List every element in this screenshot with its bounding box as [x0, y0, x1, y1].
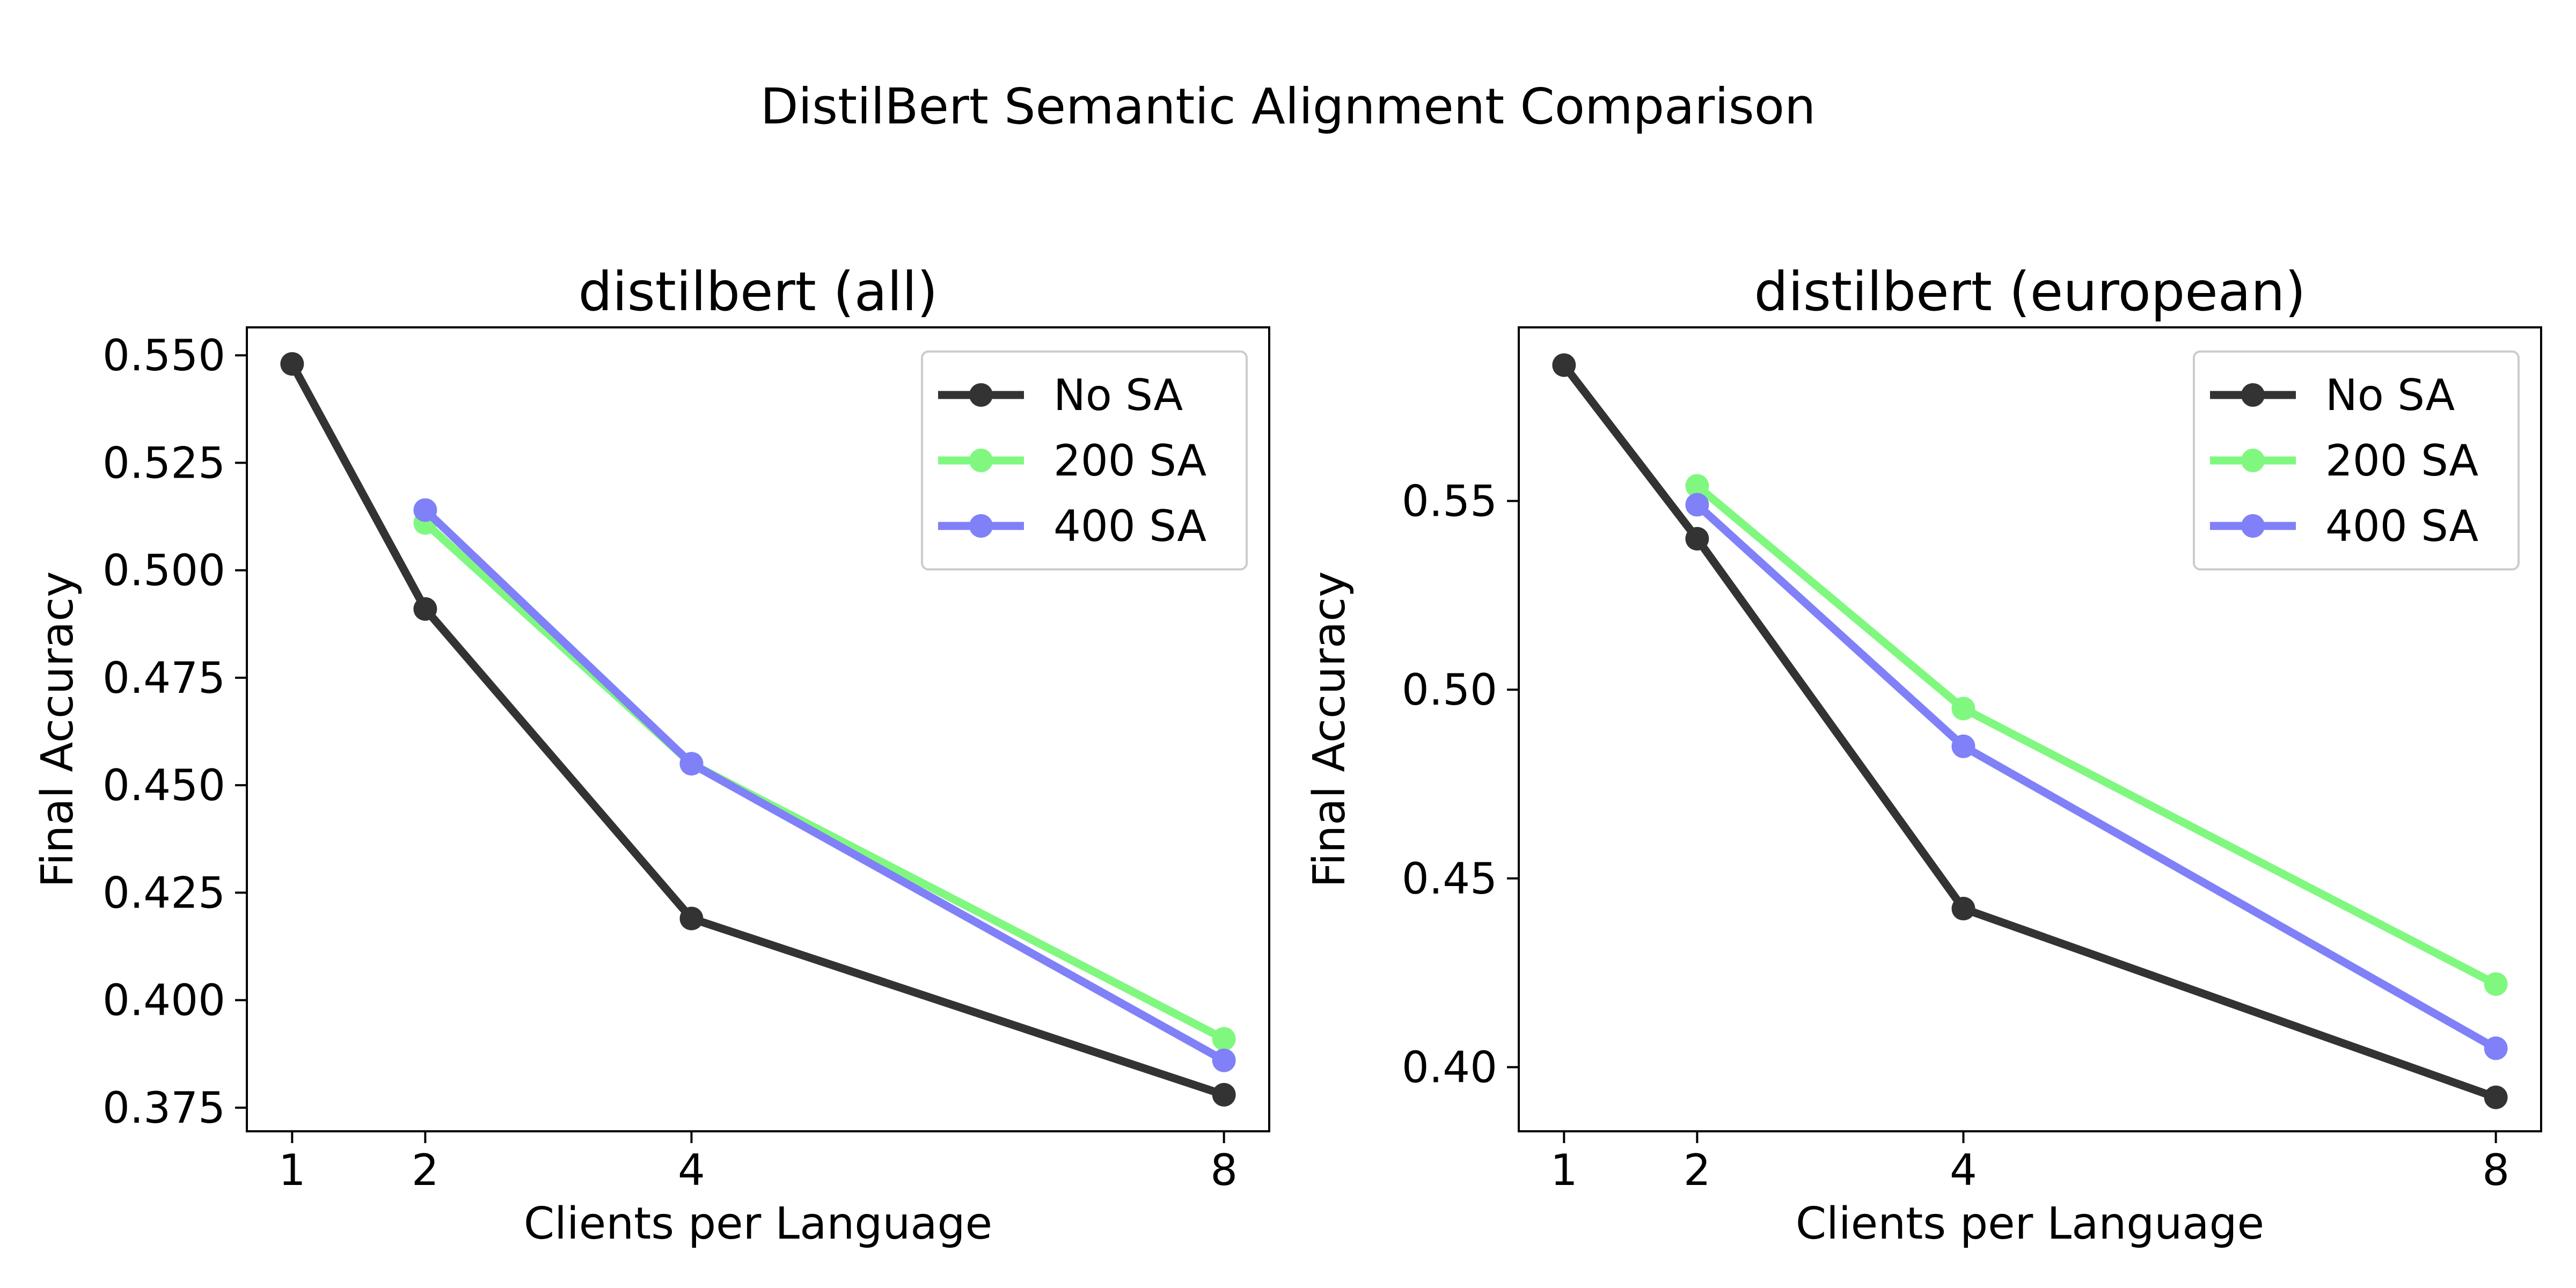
- legend-swatch-marker: [969, 514, 993, 538]
- x-axis-label: Clients per Language: [1796, 1198, 2264, 1249]
- y-tick-label: 0.55: [1402, 477, 1497, 526]
- legend-label: No SA: [1053, 370, 1183, 420]
- legend-label: No SA: [2325, 370, 2455, 420]
- y-axis-label: Final Accuracy: [32, 571, 83, 887]
- legend-swatch-marker: [2241, 449, 2265, 472]
- panel-title: distilbert (european): [1754, 260, 2306, 323]
- data-point: [1212, 1082, 1236, 1107]
- x-tick-label: 2: [412, 1145, 439, 1195]
- series-no-sa: [1552, 353, 2508, 1109]
- y-tick-label: 0.50: [1402, 665, 1497, 715]
- legend-item: 200 SA: [938, 436, 1206, 486]
- data-point: [2484, 1036, 2508, 1060]
- legend-swatch-marker: [2241, 514, 2265, 538]
- legend-swatch-marker: [2241, 383, 2265, 407]
- axes-frame: [1518, 326, 2542, 1132]
- x-tick-label: 4: [678, 1145, 705, 1195]
- axes-frame: [246, 326, 1270, 1132]
- data-point: [679, 752, 704, 776]
- data-point: [679, 906, 704, 931]
- data-point: [1685, 526, 1709, 551]
- panel-title: distilbert (all): [578, 260, 938, 323]
- y-tick-label: 0.425: [103, 868, 225, 918]
- y-tick-label: 0.450: [103, 760, 225, 810]
- legend-frame: [921, 350, 1248, 570]
- y-tick-label: 0.375: [103, 1083, 225, 1133]
- y-tick-label: 0.525: [103, 438, 225, 488]
- series-line: [288, 360, 1228, 1099]
- series-400-sa: [413, 498, 1236, 1072]
- series-400-sa: [1685, 493, 2508, 1060]
- series-line: [1560, 361, 2500, 1102]
- x-tick-label: 2: [1684, 1145, 1711, 1195]
- x-axis-label: Clients per Language: [524, 1198, 992, 1249]
- y-axis-label: Final Accuracy: [1304, 571, 1355, 887]
- data-point: [2484, 972, 2508, 996]
- chart-panel-2: distilbert (european) 1 2 4 8 0.40 0.45 0.50 0.5…: [1304, 260, 2542, 1249]
- legend-swatch-marker: [969, 383, 993, 407]
- y-tick-label: 0.500: [103, 546, 225, 596]
- x-tick-label: 8: [2482, 1145, 2509, 1195]
- y-tick-label: 0.475: [103, 653, 225, 703]
- legend-label: 400 SA: [2325, 501, 2478, 551]
- y-tick-label: 0.40: [1402, 1042, 1497, 1092]
- legend-item: 400 SA: [938, 501, 1206, 551]
- legend-frame: [2193, 350, 2520, 570]
- data-point: [1685, 493, 1709, 517]
- chart-panel-1: distilbert (all) 1 2 4 8 0.375 0.400 0.425 0.450…: [32, 260, 1270, 1249]
- legend-item: 200 SA: [2210, 436, 2478, 486]
- data-point: [413, 498, 437, 522]
- data-point: [1212, 1048, 1236, 1072]
- data-point: [1951, 897, 1975, 921]
- legend-item: No SA: [938, 370, 1183, 420]
- legend-item: 400 SA: [2210, 501, 2478, 551]
- data-point: [280, 352, 304, 376]
- legend: No SA 200 SA 400 SA: [921, 350, 1248, 570]
- data-point: [413, 597, 437, 621]
- y-tick-label: 0.550: [103, 331, 225, 380]
- figure-title: DistilBert Semantic Alignment Comparison: [760, 78, 1816, 135]
- data-point: [1951, 734, 1975, 758]
- series-no-sa: [280, 352, 1236, 1107]
- series-200-sa: [413, 511, 1236, 1051]
- data-point: [1951, 697, 1975, 721]
- legend-label: 200 SA: [1053, 436, 1206, 486]
- legend-label: 400 SA: [1053, 501, 1206, 551]
- x-tick-label: 4: [1950, 1145, 1977, 1195]
- x-tick-label: 1: [279, 1145, 306, 1195]
- data-point: [1685, 474, 1709, 498]
- series-200-sa: [1685, 474, 2508, 996]
- legend-swatch-marker: [969, 449, 993, 472]
- data-point: [1212, 1027, 1236, 1051]
- legend-label: 200 SA: [2325, 436, 2478, 486]
- data-point: [2484, 1085, 2508, 1109]
- x-tick-label: 8: [1210, 1145, 1238, 1195]
- y-tick-label: 0.45: [1402, 854, 1497, 904]
- data-point: [1552, 353, 1576, 377]
- legend-item: No SA: [2210, 370, 2455, 420]
- plots: distilbert (all)1 2 4 80.3750.4000.4250.450…: [32, 260, 2542, 1249]
- y-tick-label: 0.400: [103, 976, 225, 1026]
- legend: No SA 200 SA 400 SA: [2193, 350, 2520, 570]
- x-tick-label: 1: [1550, 1145, 1578, 1195]
